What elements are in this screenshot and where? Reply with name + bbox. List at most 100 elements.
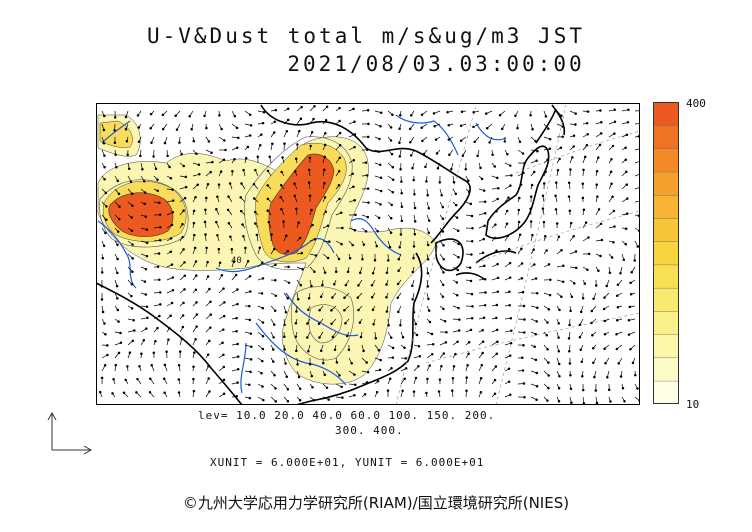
wind-arrow-head — [557, 399, 561, 403]
wind-arrow-head — [626, 121, 630, 124]
wind-arrow-head — [469, 202, 473, 206]
wind-arrow-head — [496, 340, 499, 343]
wind-arrow-head — [385, 283, 388, 286]
wind-arrow-head — [235, 330, 238, 333]
wind-arrow-head — [554, 194, 557, 198]
wind-arrow-head — [331, 296, 334, 299]
wind-arrow-head — [236, 381, 239, 384]
wind-arrow-head — [206, 183, 210, 186]
wind-arrow-head — [162, 377, 166, 380]
wind-arrow-head — [436, 167, 440, 170]
wind-arrow-head — [207, 377, 210, 380]
wind-arrow-head — [613, 108, 616, 112]
wind-arrow-head — [128, 351, 132, 354]
wind-arrow-head — [313, 105, 316, 108]
wind-arrow-head — [171, 289, 175, 292]
wind-arrow-head — [470, 214, 474, 218]
wind-arrow-head — [178, 141, 181, 144]
wind-arrow-head — [624, 146, 627, 149]
wind-arrow-head — [569, 374, 572, 377]
wind-arrow-head — [233, 114, 237, 118]
wind-arrow-head — [163, 391, 166, 394]
wind-arrow-head — [568, 350, 571, 353]
wind-arrow-head — [100, 271, 104, 274]
wind-arrow-head — [561, 280, 565, 283]
wind-arrow-head — [390, 203, 393, 207]
wind-arrow-head — [313, 238, 317, 241]
wind-arrow-head — [389, 216, 393, 220]
wind-arrow-head — [338, 197, 341, 201]
wind-arrow-head — [427, 297, 430, 301]
wind-arrow-head — [244, 246, 247, 250]
wind-arrow-head — [411, 284, 414, 288]
wind-arrow-head — [495, 209, 498, 213]
wind-arrow-head — [468, 266, 472, 269]
wind-arrow-head — [585, 122, 589, 125]
wind-arrow-head — [114, 153, 117, 156]
wind-arrow-head — [207, 140, 211, 143]
wind-arrow-head — [508, 304, 511, 307]
wind-arrow-head — [629, 292, 633, 296]
wind-arrow-head — [235, 395, 238, 398]
wind-arrow-head — [547, 374, 550, 377]
wind-arrow-head — [103, 166, 106, 169]
wind-arrow-head — [420, 126, 423, 129]
wind-arrow-head — [101, 256, 105, 260]
wind-arrow-head — [232, 260, 236, 263]
wind-arrow-head — [254, 222, 257, 225]
wind-arrow-head — [484, 291, 487, 294]
wind-arrow-head — [100, 284, 104, 288]
wind-arrow-head — [323, 181, 326, 185]
wind-arrow-head — [248, 113, 252, 117]
wind-arrow-head — [348, 257, 352, 260]
wind-arrow-head — [100, 376, 104, 380]
wind-arrow-head — [523, 161, 526, 165]
color-scale-swatch — [653, 125, 679, 149]
wind-arrow-head — [294, 157, 298, 161]
wind-arrow-head — [411, 298, 414, 301]
wind-arrow-head — [136, 377, 139, 381]
wind-arrow-head — [366, 135, 370, 139]
wind-arrow-head — [252, 183, 256, 186]
wind-arrow-head — [454, 192, 458, 196]
wind-arrow-head — [600, 120, 603, 124]
wind-arrow-head — [205, 246, 208, 250]
wind-arrow-head — [529, 195, 533, 198]
wind-arrow-head — [403, 346, 406, 350]
wind-arrow-head — [175, 128, 179, 131]
wind-arrow-head — [308, 156, 312, 159]
wind-arrow-head — [337, 169, 341, 173]
wind-arrow-head — [615, 294, 619, 297]
wind-arrow-head — [373, 259, 377, 262]
wind-arrow-head — [252, 197, 256, 200]
wind-arrow-head — [586, 133, 589, 136]
wind-arrow-head — [397, 310, 400, 314]
contour-levels-line2: 300. 400. — [335, 424, 404, 437]
wind-arrow-head — [465, 389, 468, 392]
wind-arrow-head — [158, 213, 162, 217]
wind-arrow-head — [400, 192, 403, 195]
wind-arrow-head — [509, 341, 513, 345]
wind-arrow-head — [604, 362, 607, 365]
wind-arrow-head — [409, 141, 412, 144]
wind-arrow-head — [470, 240, 474, 243]
wind-arrow-head — [556, 168, 560, 172]
wind-arrow-head — [627, 319, 631, 322]
wind-arrow-head — [354, 383, 357, 386]
wind-arrow-head — [414, 376, 418, 380]
wind-arrow-head — [470, 253, 473, 256]
dust-map: 40 — [96, 103, 640, 405]
wind-arrow-head — [357, 284, 360, 287]
wind-arrow-head — [546, 399, 549, 402]
wind-arrow-head — [425, 180, 428, 183]
wind-arrow-head — [222, 392, 226, 396]
wind-arrow-head — [314, 254, 318, 257]
wind-arrow-head — [521, 290, 525, 294]
wind-arrow-head — [234, 273, 238, 277]
wind-arrow-head — [106, 353, 109, 357]
wind-arrow-head — [307, 296, 311, 300]
color-scale-swatch — [653, 380, 679, 404]
wind-arrow-head — [412, 178, 415, 182]
color-scale-swatch — [653, 241, 679, 266]
wind-arrow-head — [571, 156, 574, 159]
